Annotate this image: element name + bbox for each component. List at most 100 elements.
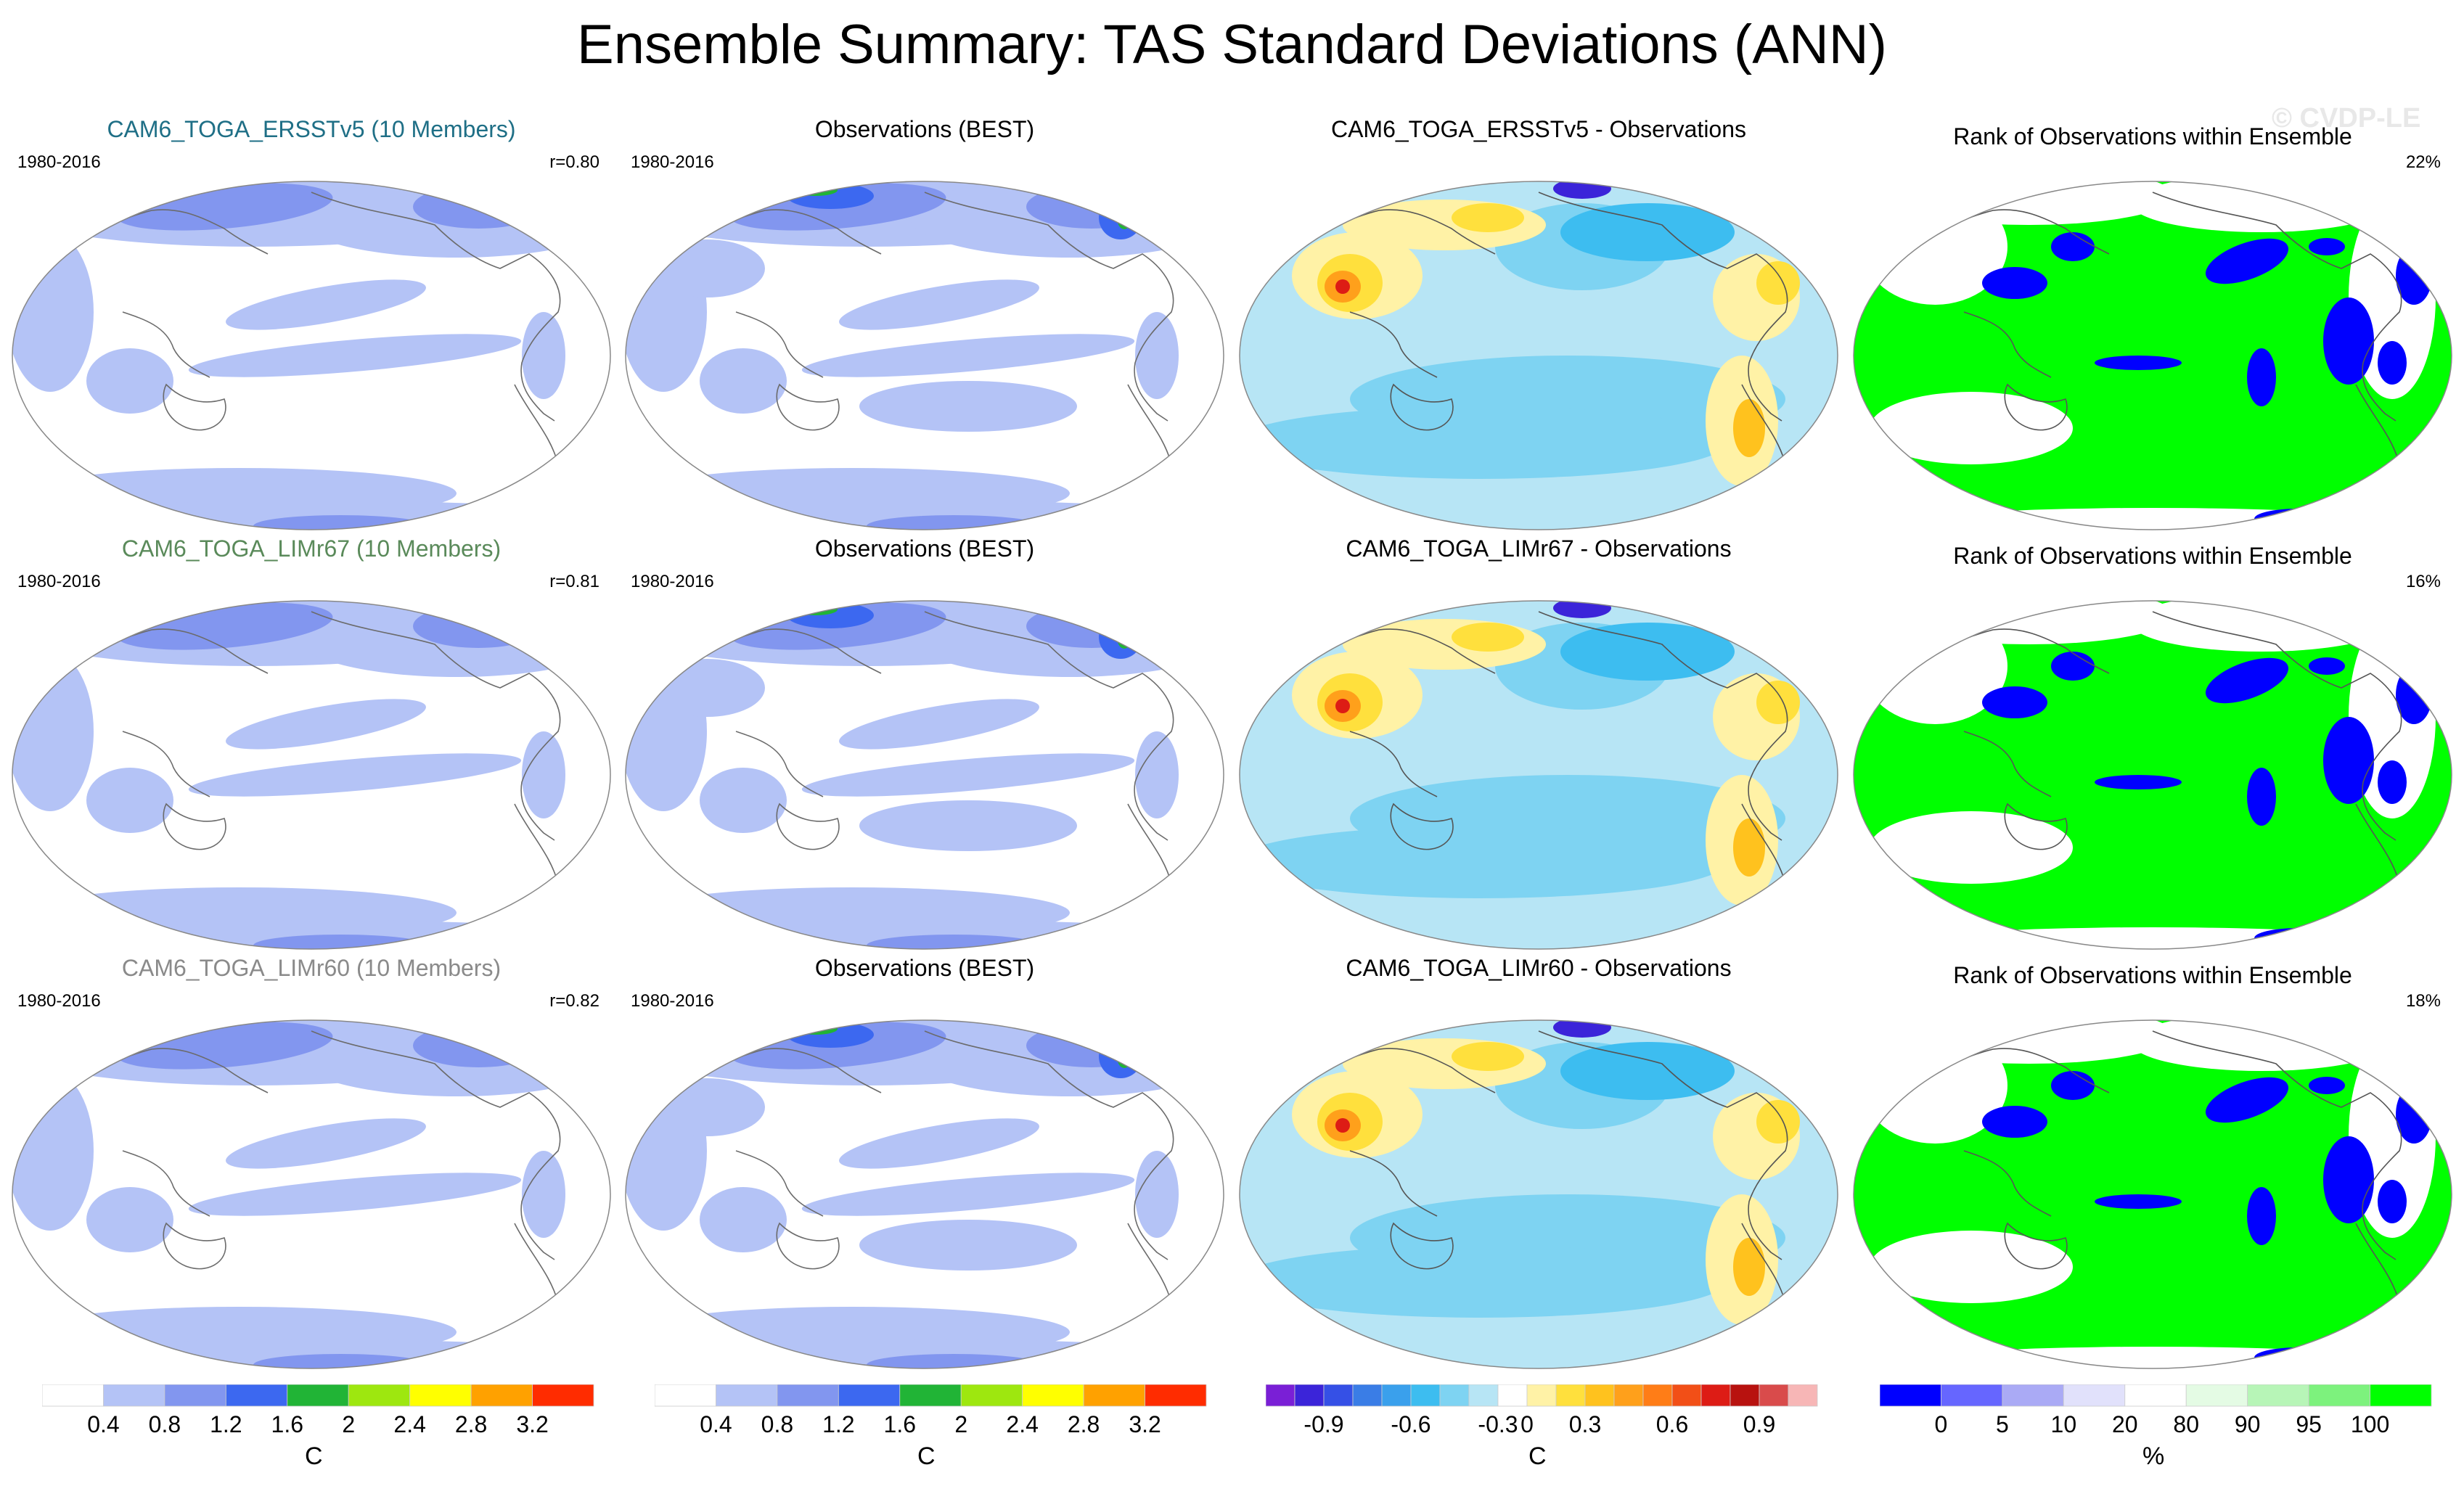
map-region xyxy=(1452,203,1524,232)
map-outline xyxy=(12,1019,611,1369)
watermark: © CVDP-LE xyxy=(2272,103,2421,134)
map-region xyxy=(1328,604,1401,619)
panel-obs-row2: Observations (BEST) 1980-2016 xyxy=(618,535,1232,955)
coastline xyxy=(776,1222,840,1270)
map-region xyxy=(1240,1245,1727,1318)
map-region xyxy=(2131,181,2392,232)
map-region xyxy=(12,1071,94,1231)
colorbar-swatch xyxy=(1294,1384,1325,1407)
coastline xyxy=(2152,1030,2402,1260)
panel-title: Observations (BEST) xyxy=(814,955,1035,981)
map-svg xyxy=(1853,181,2452,530)
coastline xyxy=(1349,1150,1438,1217)
map-region xyxy=(188,1173,522,1216)
map-region xyxy=(522,1151,565,1238)
colorbar-tick-label: 10 xyxy=(2051,1411,2077,1437)
panel-title: CAM6_TOGA_LIMr60 - Observations xyxy=(1346,955,1732,981)
coastline xyxy=(163,802,226,850)
map-region xyxy=(1240,406,1727,479)
colorbar-unit: C xyxy=(1528,1442,1547,1470)
map-region xyxy=(1862,1347,2443,1368)
map-region xyxy=(1452,1042,1524,1071)
map-outline xyxy=(1239,600,1838,950)
map-region xyxy=(2378,760,2407,804)
map-region xyxy=(859,381,1077,432)
map-region xyxy=(1884,181,2174,225)
map-obs-row2 xyxy=(618,535,1232,958)
colorbar-swatch xyxy=(1584,1384,1615,1407)
colorbar-tick-label: 5 xyxy=(1996,1411,2009,1437)
colorbar-tick-label: 0 xyxy=(1935,1411,1948,1437)
map-region xyxy=(1733,399,1765,457)
colorbar-swatch xyxy=(1788,1384,1818,1407)
panel-title: CAM6_TOGA_LIMr67 - Observations xyxy=(1346,535,1732,562)
coastline xyxy=(1963,311,2052,378)
map-region xyxy=(1328,1024,1401,1038)
coastline xyxy=(2004,1222,2068,1270)
colorbar-tick-label: 3.2 xyxy=(1129,1411,1161,1437)
colorbar-swatch xyxy=(532,1384,594,1407)
colorbar-swatch xyxy=(1526,1384,1557,1407)
map-region xyxy=(700,348,787,414)
map-outline xyxy=(1239,1019,1838,1369)
map-outline xyxy=(12,600,611,950)
colorbar-difference: -0.9 -0.6 -0.3 0 0.3 0.6 0.9 C xyxy=(1266,1384,1832,1486)
coastline xyxy=(122,731,210,797)
panel-title: Rank of Observations within Ensemble xyxy=(1953,962,2352,988)
colorbar-svg: 0.4 0.8 1.2 1.6 2 2.4 2.8 3.2 xyxy=(42,1384,594,1437)
map-outline xyxy=(1239,181,1838,530)
panel-rank-row2: Rank of Observations within Ensemble 16% xyxy=(1846,535,2460,955)
map-region xyxy=(1884,1020,2174,1064)
map-region xyxy=(1862,508,2443,530)
map-region xyxy=(1234,949,1669,955)
panel-percent: 16% xyxy=(2405,572,2441,591)
map-outline xyxy=(12,181,611,530)
map-region xyxy=(1870,1231,2073,1303)
map-region xyxy=(1026,185,1157,229)
map-region xyxy=(522,731,565,818)
panel-correlation: r=0.82 xyxy=(549,991,599,1011)
panel-model-row3: CAM6_TOGA_LIMr60 (10 Members) 1980-2016 … xyxy=(4,955,618,1374)
colorbar-tick-label: 0.4 xyxy=(87,1411,119,1437)
colorbar-tick-label: 1.2 xyxy=(210,1411,242,1437)
map-region xyxy=(253,935,427,949)
map-region xyxy=(2095,775,2182,789)
map-region xyxy=(787,602,874,628)
coastline xyxy=(924,611,1174,841)
colorbar-swatch xyxy=(1497,1384,1528,1407)
panel-obs-row3: Observations (BEST) 1980-2016 xyxy=(618,955,1232,1374)
colorbar-tick-label: 20 xyxy=(2112,1411,2138,1437)
map-region xyxy=(2378,341,2407,385)
colorbar-unit: C xyxy=(917,1442,936,1470)
map-region xyxy=(839,699,1039,750)
map-region xyxy=(226,1118,426,1169)
colorbar-swatch xyxy=(2002,1384,2064,1407)
colorbar-swatch xyxy=(2185,1384,2248,1407)
colorbar-swatch xyxy=(1352,1384,1383,1407)
map-region xyxy=(1756,1100,1800,1144)
map-region xyxy=(1240,826,1727,898)
colorbar-tick-label: 0.4 xyxy=(700,1411,732,1437)
map-region xyxy=(1335,279,1350,294)
coastline xyxy=(1963,731,2052,797)
coastline xyxy=(1390,383,1454,431)
coastline xyxy=(311,192,561,422)
map-region xyxy=(867,935,1041,949)
map-region xyxy=(413,604,544,648)
colorbar-obs-sd: 0.4 0.8 1.2 1.6 2 2.4 2.8 3.2 C xyxy=(655,1384,1221,1486)
map-region xyxy=(1135,731,1179,818)
map-region xyxy=(2309,657,2345,675)
colorbar-swatch xyxy=(1642,1384,1673,1407)
map-outline xyxy=(1853,181,2452,530)
map-model-row2 xyxy=(4,535,618,958)
map-region xyxy=(2205,657,2289,704)
coastline xyxy=(311,1030,561,1260)
map-region xyxy=(1135,312,1179,399)
colorbar-unit: C xyxy=(305,1442,323,1470)
map-region xyxy=(1982,1106,2047,1138)
map-region xyxy=(2205,1077,2289,1123)
map-diff-row3 xyxy=(1232,955,1846,1378)
map-svg xyxy=(625,1019,1224,1369)
colorbar-swatch xyxy=(42,1384,104,1407)
map-region xyxy=(2051,232,2095,261)
